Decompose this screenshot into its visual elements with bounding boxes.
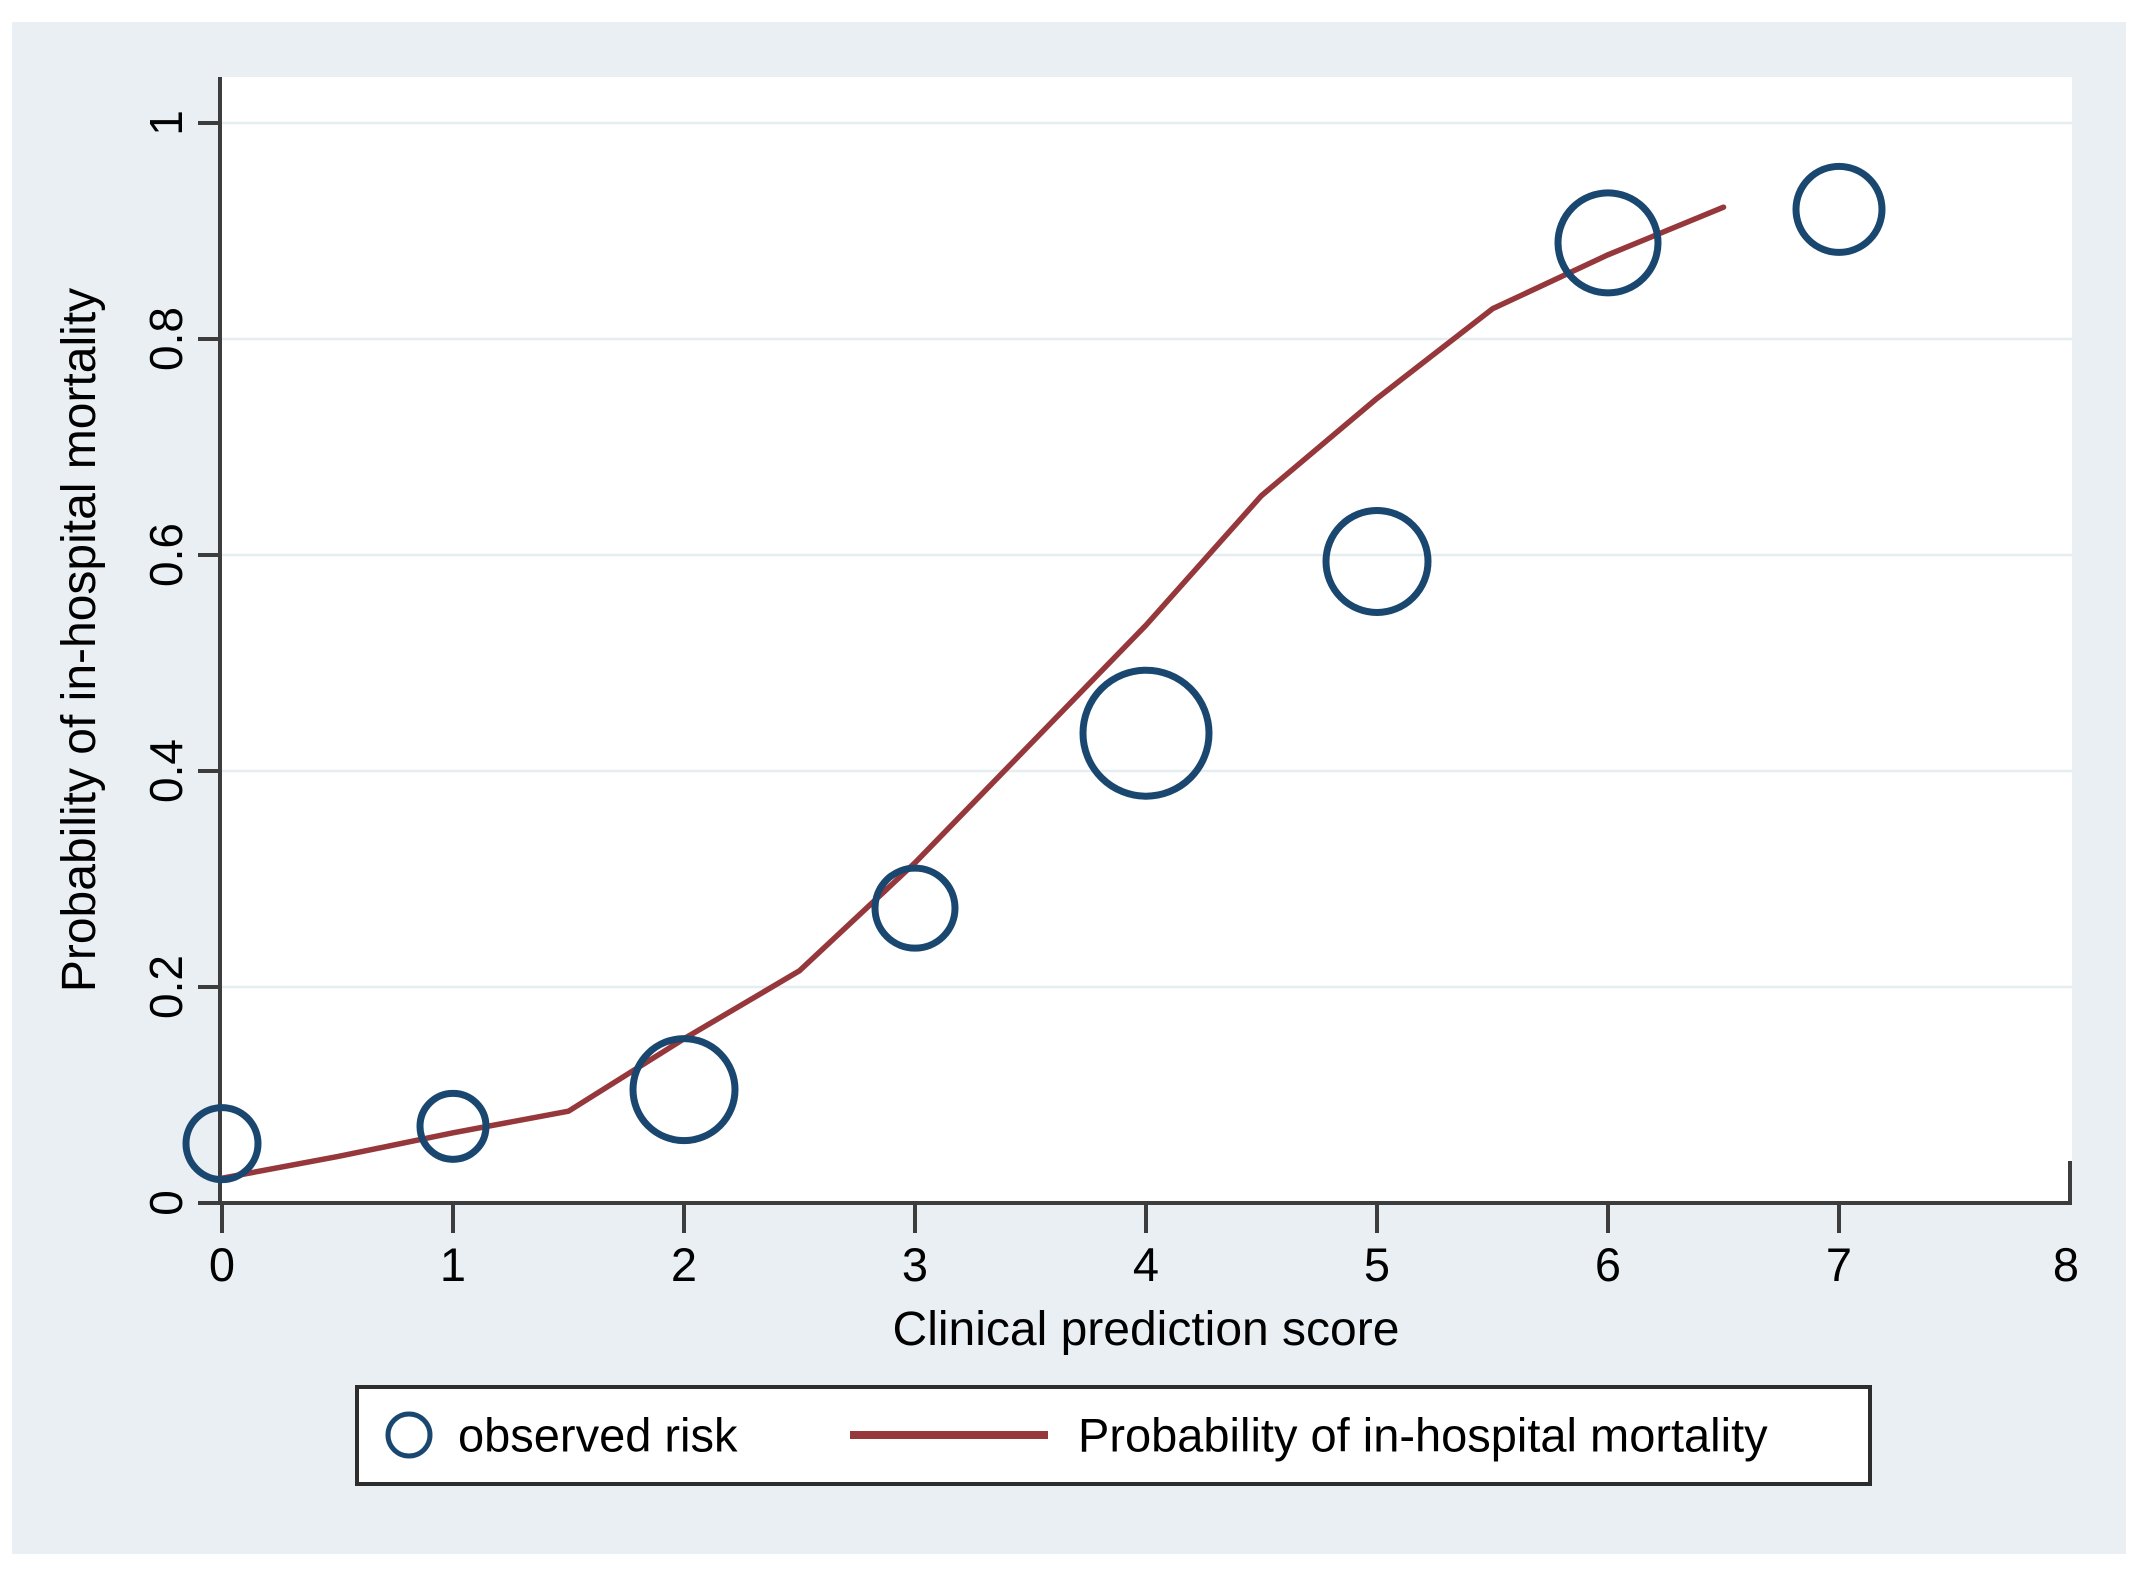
legend-observed-risk-marker-icon xyxy=(385,1411,433,1459)
y-tick-label-0.8: 0.8 xyxy=(140,307,192,371)
observed-risk-point-x5 xyxy=(1322,506,1432,616)
observed-risk-point-x4 xyxy=(1079,666,1213,800)
legend: observed risk Probability of in-hospital… xyxy=(355,1385,1872,1486)
observed-risk-points xyxy=(182,162,1886,1184)
gridlines xyxy=(220,121,2072,989)
y-axis-ticks: 0 0.2 0.4 0.6 0.8 1 xyxy=(140,110,220,1216)
x-tick-label-1: 1 xyxy=(440,1238,466,1291)
y-tick-label-1: 1 xyxy=(140,110,192,136)
observed-risk-point-x7 xyxy=(1792,162,1886,256)
observed-risk-point-x0 xyxy=(182,1104,262,1184)
x-axis-ticks: 0 1 2 3 4 5 6 7 8 xyxy=(209,1203,2079,1291)
predicted-probability-curve xyxy=(219,204,1727,1181)
y-axis-title: Probability of in-hospital mortality xyxy=(53,288,106,992)
legend-label-observed-risk: observed risk xyxy=(458,1408,738,1461)
x-tick-label-7: 7 xyxy=(1826,1238,1852,1291)
observed-risk-point-x1 xyxy=(416,1089,490,1163)
x-tick-label-5: 5 xyxy=(1364,1238,1390,1291)
x-tick-label-4: 4 xyxy=(1133,1238,1159,1291)
predicted-probability-line xyxy=(219,204,1727,1181)
x-axis-title: Clinical prediction score xyxy=(893,1303,1400,1356)
observed-risk-point-x6 xyxy=(1554,189,1662,297)
plot-region-background xyxy=(220,77,2072,1203)
y-tick-label-0.2: 0.2 xyxy=(140,955,192,1019)
observed-risk-point-x3 xyxy=(871,864,959,952)
y-tick-label-0: 0 xyxy=(140,1190,192,1216)
y-tick-label-0.6: 0.6 xyxy=(140,523,192,587)
x-tick-label-6: 6 xyxy=(1595,1238,1621,1291)
legend-label-predicted-probability: Probability of in-hospital mortality xyxy=(1078,1408,1768,1461)
observed-risk-point-x2 xyxy=(629,1035,739,1145)
x-tick-label-0: 0 xyxy=(209,1238,235,1291)
x-tick-label-3: 3 xyxy=(902,1238,928,1291)
y-tick-label-0.4: 0.4 xyxy=(140,739,192,803)
x-tick-label-2: 2 xyxy=(671,1238,697,1291)
x-tick-label-8: 8 xyxy=(2053,1238,2079,1291)
legend-box xyxy=(355,1385,1872,1486)
